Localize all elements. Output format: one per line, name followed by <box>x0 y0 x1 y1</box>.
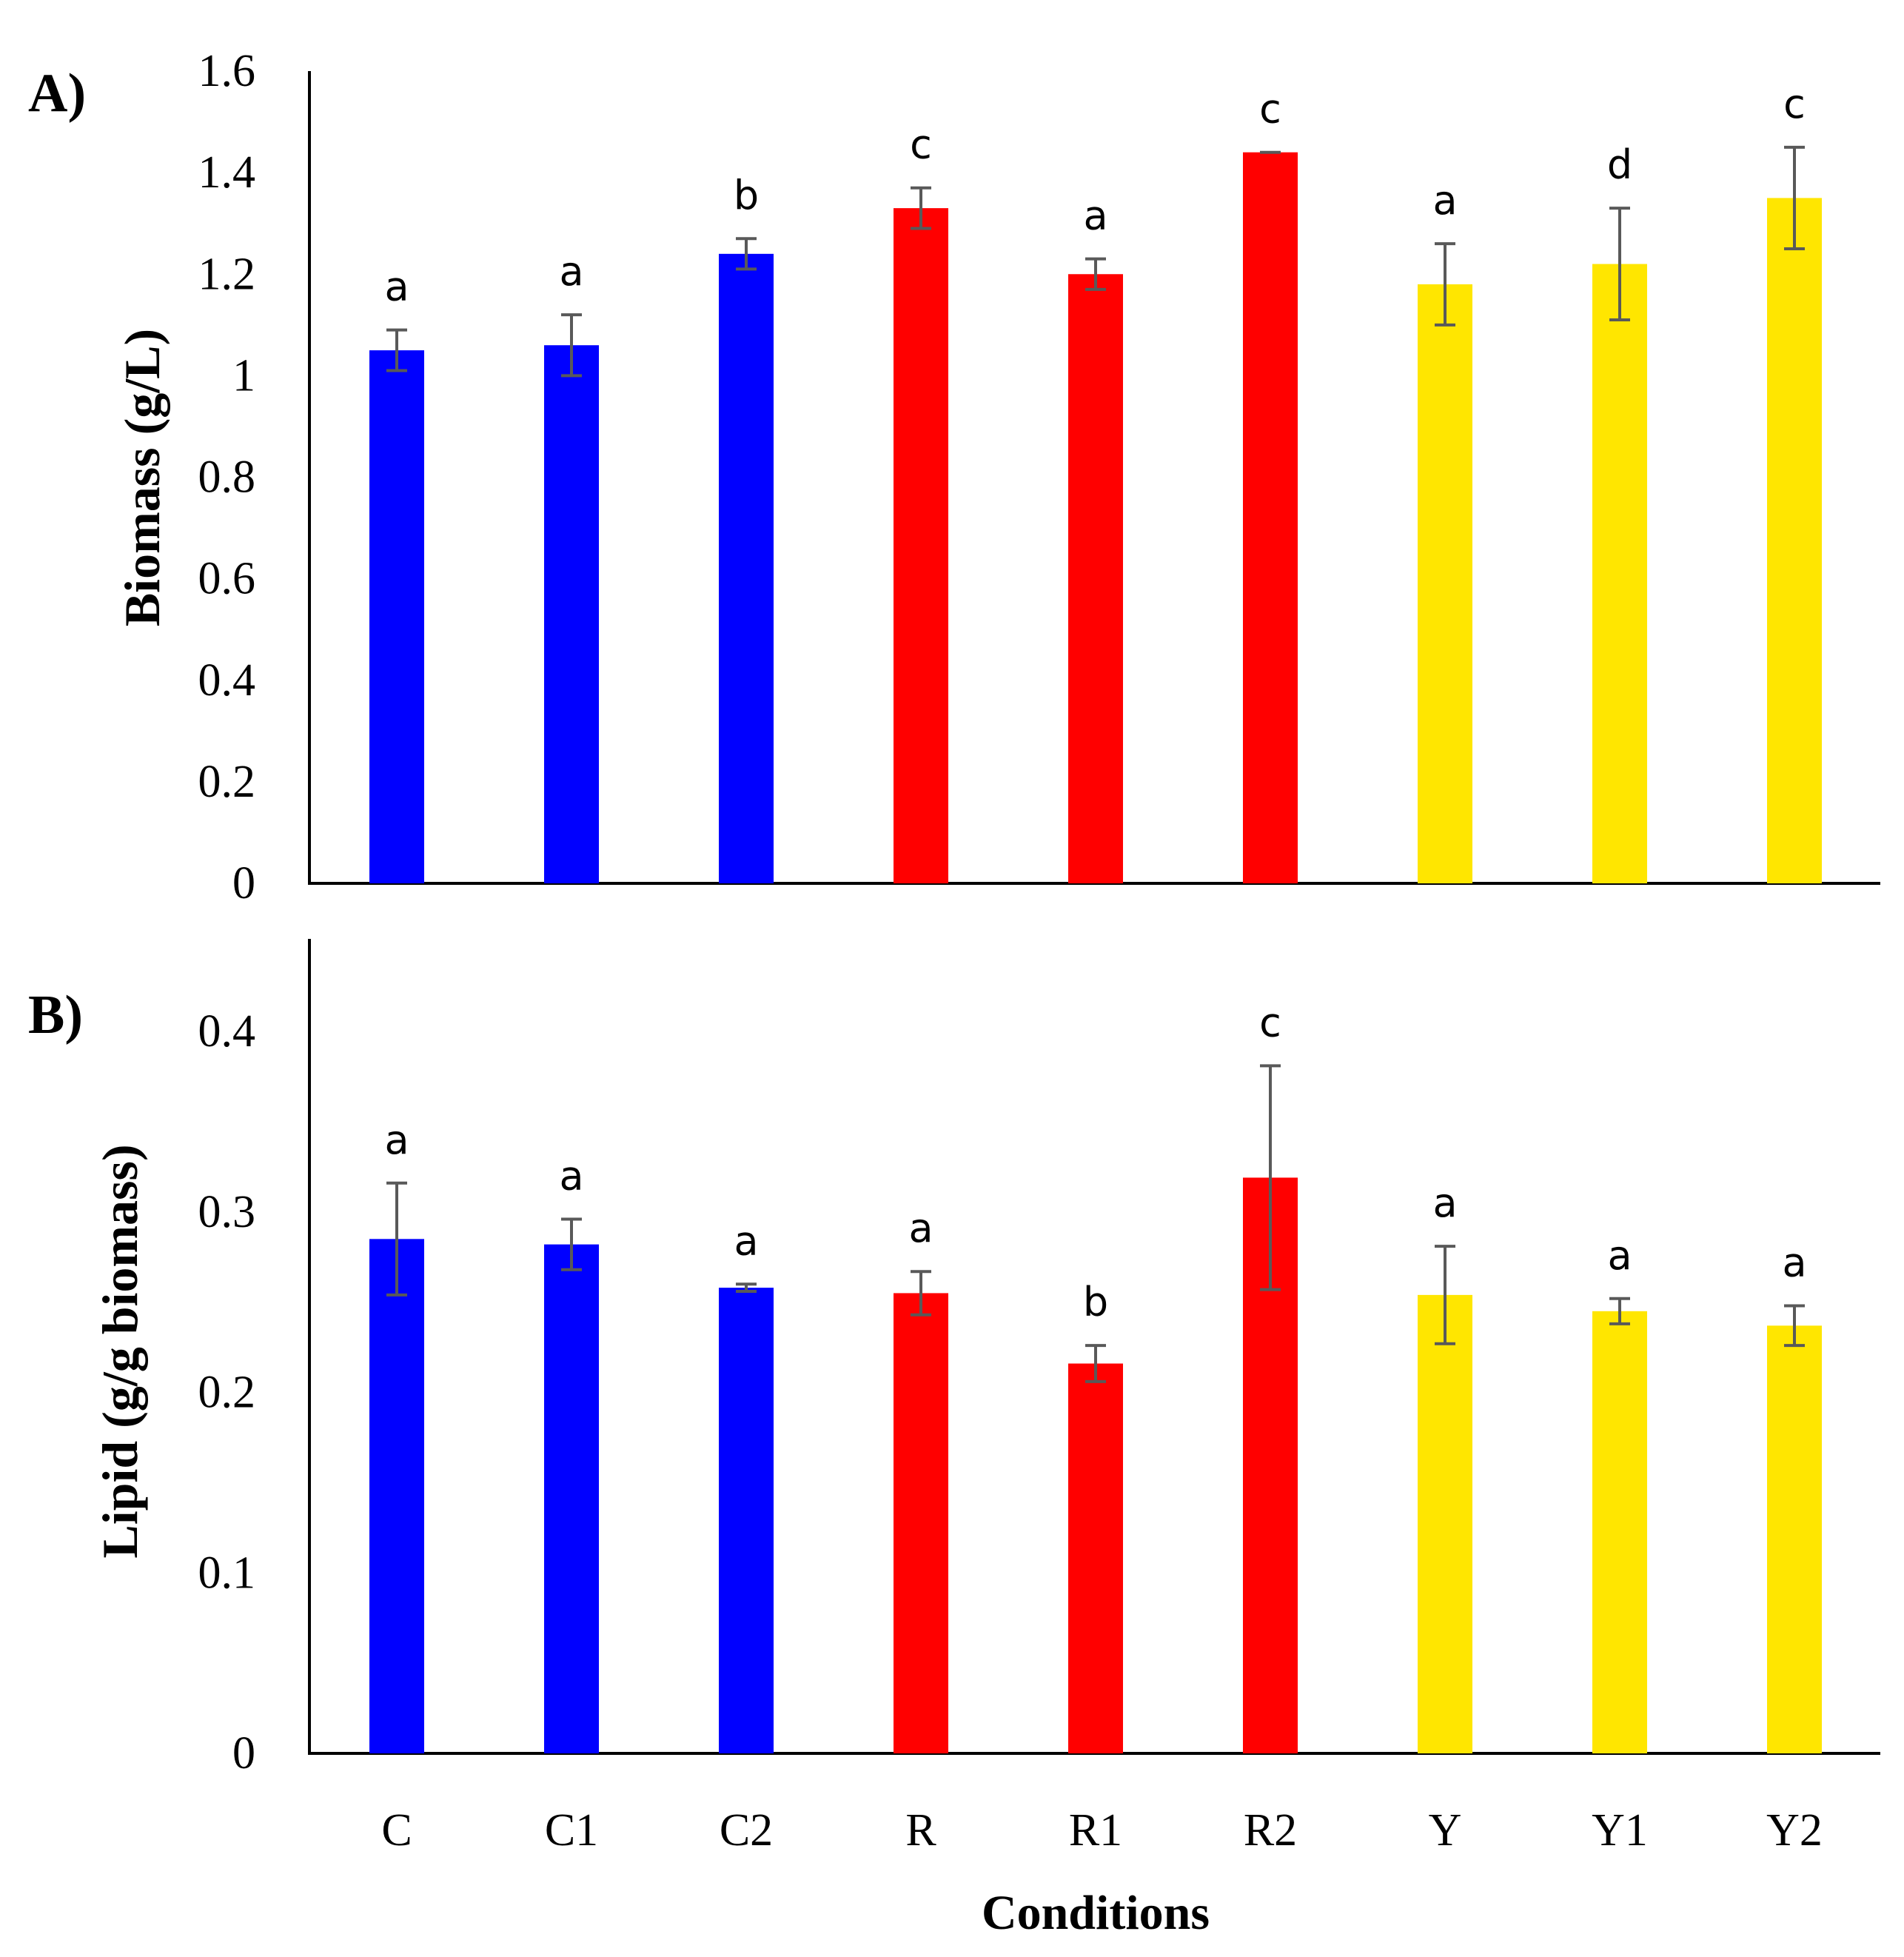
x-category-label-c1: C1 <box>545 1805 598 1856</box>
panel-a-sig-letter-y1: d <box>1607 141 1632 188</box>
panel-a-y-tick-label: 1.2 <box>198 249 256 299</box>
panel-a-y-tick-label: 1.6 <box>198 46 256 96</box>
panel-b-y-tick-label: 0 <box>232 1728 255 1779</box>
panel-b-significance-letters: a a a a b c a a a <box>384 999 1806 1325</box>
panel-a-error-bar-y <box>1435 242 1455 327</box>
panel-a-bars <box>369 152 1822 884</box>
x-category-label-y2: Y2 <box>1766 1805 1823 1856</box>
panel-a-biomass-chart: A) Biomass (g/L) 0 0.2 0.4 0.6 0.8 1 1.2 1.4 1.6… <box>28 46 1880 909</box>
panel-b-lipid-chart: B) Lipid (g/g biomass) 00.10.20.30.4 aaa… <box>28 939 1880 1779</box>
panel-b-error-bar-c1 <box>561 1217 582 1271</box>
panel-a-bar-y <box>1418 284 1472 883</box>
panel-b-sig-letter-y1: a <box>1607 1232 1632 1279</box>
x-category-label-r1: R1 <box>1069 1805 1122 1856</box>
panel-b-bar-c1 <box>544 1244 599 1753</box>
panel-a-error-bar-c2 <box>736 237 757 271</box>
panel-b-sig-letter-c2: a <box>734 1217 758 1264</box>
panel-a-bar-r2 <box>1243 152 1298 883</box>
panel-b-sig-letter-c1: a <box>559 1153 583 1200</box>
panel-b-y-ticks: 0 0.1 0.2 0.3 0.4 <box>198 1006 256 1779</box>
x-category-label-y: Y <box>1429 1805 1462 1856</box>
panel-b-bars <box>369 1177 1822 1753</box>
panel-b-y-tick-label: 0.3 <box>198 1187 256 1237</box>
panel-a-y-ticks: 0 0.2 0.4 0.6 0.8 1 1.2 1.4 1.6 <box>198 46 256 909</box>
panel-a-label: A) <box>28 63 86 124</box>
panel-a-bar-c2 <box>719 253 774 883</box>
x-category-label-r2: R2 <box>1244 1805 1297 1856</box>
panel-a-sig-letter-r1: a <box>1083 193 1107 239</box>
panel-b-bar-y <box>1418 1294 1472 1753</box>
panel-b-label: B) <box>28 985 83 1046</box>
panel-a-error-bar-y1 <box>1609 207 1630 321</box>
panel-a-y-tick-label: 0.8 <box>198 452 256 503</box>
panel-b-error-bar-r2 <box>1260 1064 1281 1291</box>
panel-a-y-tick-label: 0.2 <box>198 757 256 807</box>
panel-a-y-tick-label: 1 <box>232 350 255 401</box>
panel-b-sig-letter-r1: b <box>1083 1279 1108 1325</box>
panel-b-error-bar-c2 <box>736 1282 757 1293</box>
panel-a-error-bar-y2 <box>1784 145 1805 250</box>
x-category-label-c2: C2 <box>720 1805 773 1856</box>
panel-b-sig-letter-y2: a <box>1782 1240 1806 1286</box>
panel-a-bar-y1 <box>1592 264 1647 884</box>
panel-a-sig-letter-r2: c <box>1259 86 1281 133</box>
panel-a-sig-letter-r: c <box>910 121 932 168</box>
panel-a-error-bar-c <box>386 328 407 372</box>
panel-b-bar-r1 <box>1068 1363 1123 1753</box>
x-category-label-r: R <box>905 1805 936 1856</box>
panel-b-bar-y2 <box>1767 1325 1822 1753</box>
panel-a-sig-letter-y2: c <box>1783 81 1806 127</box>
panel-b-sig-letter-c: a <box>384 1117 409 1163</box>
x-category-label-y1: Y1 <box>1592 1805 1648 1856</box>
panel-b-error-bars <box>386 1064 1805 1383</box>
panel-a-y-tick-label: 0.6 <box>198 554 256 604</box>
panel-a-bar-c1 <box>544 345 599 883</box>
panel-a-error-bars <box>386 145 1805 378</box>
panel-b-bar-c2 <box>719 1288 774 1753</box>
panel-a-sig-letter-c: a <box>384 264 409 310</box>
panel-b-y-axis-label: Lipid (g/g biomass) <box>92 1144 148 1558</box>
panel-b-bar-y1 <box>1592 1311 1647 1753</box>
panel-b-y-tick-label: 0.2 <box>198 1368 256 1418</box>
panel-a-error-bar-c1 <box>561 313 582 378</box>
panel-a-bar-r1 <box>1068 274 1123 883</box>
panel-b-error-bar-r1 <box>1085 1344 1106 1383</box>
x-category-label-c: C <box>381 1805 412 1856</box>
x-axis-category-labels: C C1 C2 R R1 R2 Y Y1 Y2 <box>381 1805 1823 1856</box>
panel-a-y-tick-label: 0 <box>232 858 255 909</box>
panel-a-error-bar-r1 <box>1085 257 1106 291</box>
panel-a-y-axis-label: Biomass (g/L) <box>114 329 170 626</box>
panel-a-error-bar-r <box>911 186 931 230</box>
panel-a-bar-c <box>369 350 424 883</box>
x-axis-label: Conditions <box>982 1886 1210 1940</box>
panel-b-y-tick-label: 0.1 <box>198 1548 256 1598</box>
panel-a-sig-letter-c2: b <box>734 172 759 218</box>
panel-b-error-bar-y1 <box>1609 1297 1630 1325</box>
panel-a-significance-letters: a a b c a c a d c <box>384 81 1805 310</box>
panel-a-bar-y2 <box>1767 198 1822 883</box>
panel-b-y-tick-label: 0.4 <box>198 1006 256 1057</box>
panel-a-sig-letter-c1: a <box>559 248 583 295</box>
panel-a-bar-r <box>894 208 948 883</box>
panel-b-bar-c <box>369 1239 424 1753</box>
panel-a-y-tick-label: 0.4 <box>198 655 256 706</box>
panel-a-y-tick-label: 1.4 <box>198 147 256 198</box>
panel-b-sig-letter-y: a <box>1432 1180 1457 1226</box>
panel-b-sig-letter-r: a <box>908 1205 933 1251</box>
panel-a-sig-letter-y: a <box>1432 177 1457 224</box>
panel-b-error-bar-y2 <box>1784 1304 1805 1348</box>
panel-b-error-bar-y <box>1435 1245 1455 1345</box>
panel-b-error-bar-r <box>911 1270 931 1317</box>
panel-b-error-bar-c <box>386 1181 407 1297</box>
panel-b-sig-letter-r2: c <box>1259 999 1281 1046</box>
panel-b-bar-r <box>894 1293 948 1753</box>
